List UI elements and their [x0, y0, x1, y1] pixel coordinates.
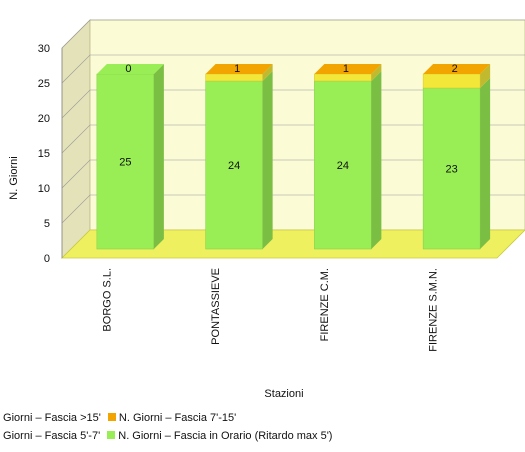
data-label: 24	[337, 160, 349, 172]
bar-segment-side	[371, 64, 382, 81]
y-tick-label: 10	[38, 183, 50, 195]
bar-segment	[314, 73, 372, 82]
legend-item-5-7: N. Giorni – Fascia 5'-7'	[0, 429, 100, 443]
data-label: 1	[343, 63, 349, 75]
bar-segment	[205, 73, 263, 82]
bar-segment-side	[480, 64, 491, 88]
legend-label: N. Giorni – Fascia >15'	[0, 412, 101, 424]
gridline	[61, 54, 525, 84]
bar-top-cap	[314, 64, 382, 74]
legend-row-2: N. Giorni – Fascia 5'-7' N. Giorni – Fas…	[0, 429, 336, 443]
data-label: 25	[119, 157, 131, 169]
data-label: 23	[446, 164, 458, 176]
bar-stack: 24 1	[205, 63, 273, 250]
bar-top-cap	[423, 64, 491, 74]
data-label: 24	[228, 160, 240, 172]
bar-segment	[422, 73, 481, 89]
legend-swatch	[107, 431, 116, 439]
bar-segment-side	[371, 71, 382, 249]
bar-top-cap	[205, 64, 273, 74]
x-tick-label: FIRENZE S.M.N.	[428, 268, 440, 352]
y-axis: 0 5 10 15 20 25 30	[38, 43, 63, 265]
x-tick-label: PONTASSIEVE	[210, 268, 222, 345]
legend-label: N. Giorni – Fascia 7'-15'	[118, 412, 237, 424]
bar-top-cap	[96, 64, 164, 74]
bar-segment	[205, 80, 263, 250]
bar-stack: 23 2	[422, 63, 491, 250]
data-label: 1	[234, 63, 240, 75]
bar-segment-side	[262, 64, 273, 81]
floor	[61, 229, 525, 259]
legend-row-1: N. Giorni – Fascia >15' N. Giorni – Fasc…	[0, 411, 240, 425]
bar-stack: 24 1	[314, 63, 382, 250]
bar-segment	[314, 80, 372, 250]
bar-segment	[96, 73, 155, 250]
y-tick-label: 5	[44, 218, 50, 230]
x-axis-title: Stazioni	[264, 388, 303, 400]
bar-segment	[422, 87, 481, 250]
data-label: 2	[452, 63, 458, 75]
y-tick-label: 25	[38, 78, 50, 90]
x-tick-label: BORGO S.L.	[101, 268, 113, 332]
legend-swatch	[107, 413, 116, 421]
x-tick-label: FIRENZE C.M.	[319, 268, 331, 341]
bar-stack: 25 0	[96, 63, 164, 250]
bar-segment-side	[480, 78, 491, 249]
bar-segment-side	[262, 71, 273, 249]
y-tick-label: 20	[38, 113, 50, 125]
x-axis-labels: BORGO S.L. PONTASSIEVE FIRENZE C.M. FIRENZE…	[101, 268, 439, 352]
y-tick-label: 0	[44, 253, 50, 265]
legend-item-in-orario: N. Giorni – Fascia in Orario (Ritardo ma…	[107, 429, 332, 443]
data-label: 0	[125, 63, 131, 75]
legend-item-7-15: N. Giorni – Fascia 7'-15'	[107, 411, 237, 425]
legend-label: N. Giorni – Fascia 5'-7'	[0, 430, 101, 442]
y-tick-label: 15	[38, 148, 50, 160]
y-tick-label: 30	[38, 43, 50, 55]
bars: 25 0 24 1 24 1 23 2	[96, 63, 491, 250]
y-axis-title: N. Giorni	[8, 156, 20, 199]
legend-item-over-15: N. Giorni – Fascia >15'	[0, 411, 101, 425]
gridline	[61, 19, 525, 49]
legend-label: N. Giorni – Fascia in Orario (Ritardo ma…	[118, 430, 333, 442]
stacked-bar-chart: 0 5 10 15 20 25 30 25 0 24 1 24 1 23 2 BORGO S.L. PONT…	[8, 19, 525, 400]
bar-segment-side	[153, 64, 164, 249]
